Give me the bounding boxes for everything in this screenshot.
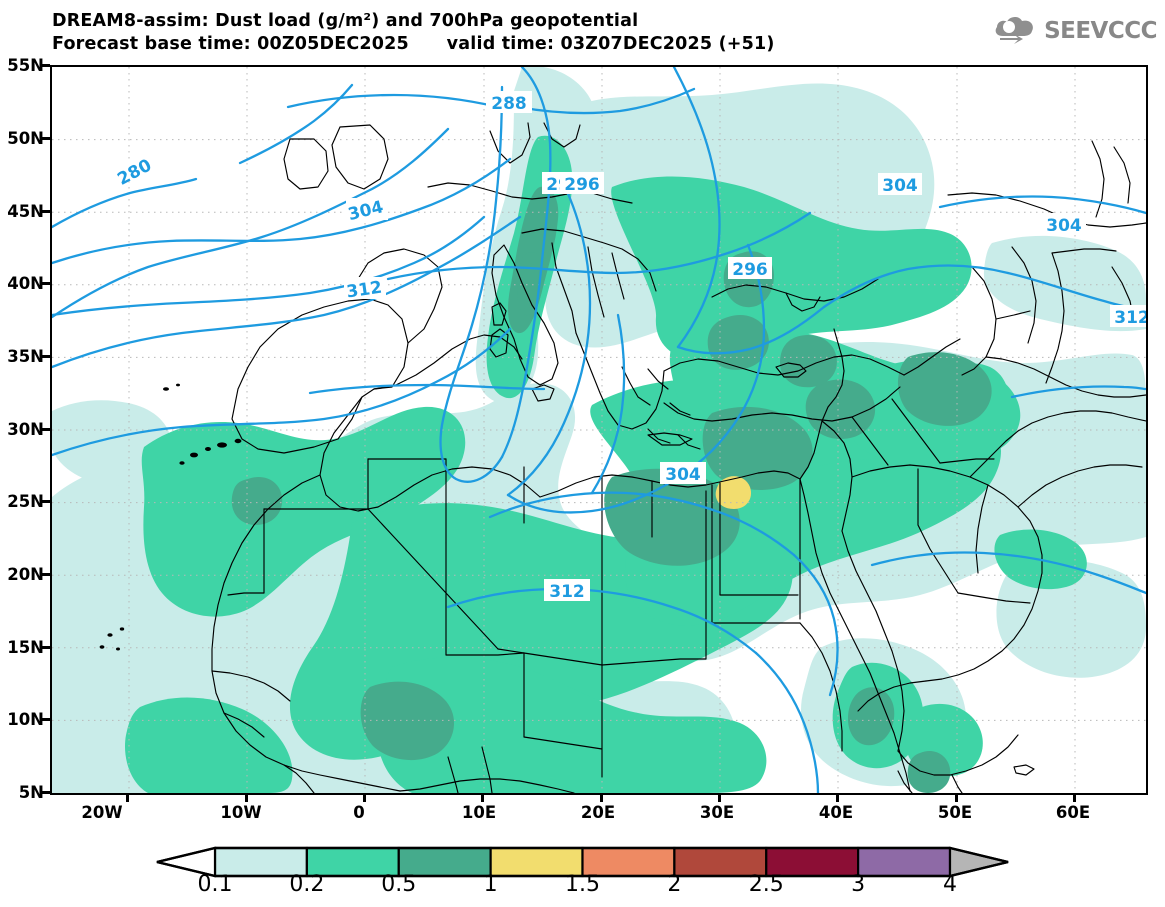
y-tick-label-5N: 5N: [18, 783, 44, 802]
map-canvas: 280 288 304 312 292 296 296: [52, 67, 1146, 793]
contour-labels: 280 288 304 312 292 296 296: [114, 91, 1146, 602]
y-tick-mark: [41, 573, 50, 576]
chart-title-block: DREAM8-assim: Dust load (g/m²) and 700hP…: [52, 10, 775, 56]
x-tick-label-10E: 10E: [461, 803, 497, 822]
x-tick-mark: [836, 793, 839, 802]
y-tick-mark: [41, 500, 50, 503]
x-tick-mark: [126, 793, 129, 802]
svg-text:312: 312: [1114, 308, 1146, 328]
svg-text:312: 312: [549, 582, 585, 602]
colorbar: [155, 845, 1010, 879]
y-tick-label-45N: 45N: [7, 202, 44, 221]
colorbar-tick-label: 0.1: [197, 872, 233, 897]
y-tick-mark: [41, 791, 50, 794]
x-tick-mark: [363, 793, 366, 802]
y-tick-label-55N: 55N: [7, 56, 44, 75]
y-tick-mark: [41, 210, 50, 213]
y-tick-mark: [41, 355, 50, 358]
x-tick-mark: [1073, 793, 1076, 802]
x-tick-mark: [481, 793, 484, 802]
y-tick-mark: [41, 64, 50, 67]
svg-text:296: 296: [732, 260, 768, 280]
y-tick-label-15N: 15N: [7, 638, 44, 657]
colorbar-tick-label: 2: [667, 872, 682, 897]
colorbar-cap-high: [948, 846, 1009, 878]
x-tick-label-20E: 20E: [580, 803, 616, 822]
x-tick-mark: [600, 793, 603, 802]
y-tick-mark: [41, 428, 50, 431]
svg-text:304: 304: [1046, 216, 1082, 236]
y-tick-mark: [41, 646, 50, 649]
colorbar-outline: [156, 846, 1009, 878]
x-tick-label-50E: 50E: [937, 803, 973, 822]
y-tick-label-10N: 10N: [7, 710, 44, 729]
colorbar-tick-label: 3: [851, 872, 866, 897]
colorbar-band: [857, 846, 952, 878]
x-tick-label-0: 0: [353, 803, 365, 822]
x-tick-label-30E: 30E: [699, 803, 735, 822]
y-tick-label-40N: 40N: [7, 274, 44, 293]
y-tick-label-30N: 30N: [7, 420, 44, 439]
map-coastlines: [99, 122, 1146, 793]
x-tick-label-10W: 10W: [220, 803, 262, 822]
y-tick-label-20N: 20N: [7, 565, 44, 584]
svg-text:304: 304: [665, 465, 701, 485]
x-tick-label-20W: 20W: [81, 803, 123, 822]
y-tick-label-35N: 35N: [7, 347, 44, 366]
colorbar-tick-label: 0.2: [289, 872, 325, 897]
svg-text:312: 312: [345, 278, 383, 303]
seevccc-logo-text: SEEVCCC: [1044, 18, 1157, 44]
x-tick-mark: [955, 793, 958, 802]
colorbar-tick-label: 2.5: [748, 872, 784, 897]
y-tick-label-50N: 50N: [7, 129, 44, 148]
geopotential-contours: [52, 67, 1146, 793]
dust-load-shading: [52, 67, 1146, 793]
svg-text:304: 304: [882, 176, 918, 196]
cloud-arrow-icon: [992, 14, 1038, 48]
seevccc-logo: SEEVCCC: [992, 14, 1157, 48]
colorbar-tick-label: 1: [483, 872, 498, 897]
x-tick-mark: [245, 793, 248, 802]
colorbar-tick-label: 0.5: [381, 872, 417, 897]
y-tick-label-25N: 25N: [7, 492, 44, 511]
yellow-dust-patch: [715, 476, 752, 509]
svg-text:296: 296: [564, 175, 600, 195]
y-tick-mark: [41, 282, 50, 285]
chart-title-line-2: Forecast base time: 00Z05DEC2025 valid t…: [52, 33, 775, 54]
x-tick-label-60E: 60E: [1055, 803, 1091, 822]
y-tick-mark: [41, 718, 50, 721]
colorbar-tick-label: 1.5: [565, 872, 600, 897]
x-tick-mark: [718, 793, 721, 802]
x-tick-label-40E: 40E: [818, 803, 854, 822]
svg-text:288: 288: [491, 94, 527, 114]
chart-title-line-1: DREAM8-assim: Dust load (g/m²) and 700hP…: [52, 11, 639, 31]
colorbar-tick-label: 4: [943, 872, 957, 897]
colorbar-canvas: [156, 846, 1009, 878]
y-tick-mark: [41, 137, 50, 140]
map-plot-area: 280 288 304 312 292 296 296: [50, 65, 1148, 795]
